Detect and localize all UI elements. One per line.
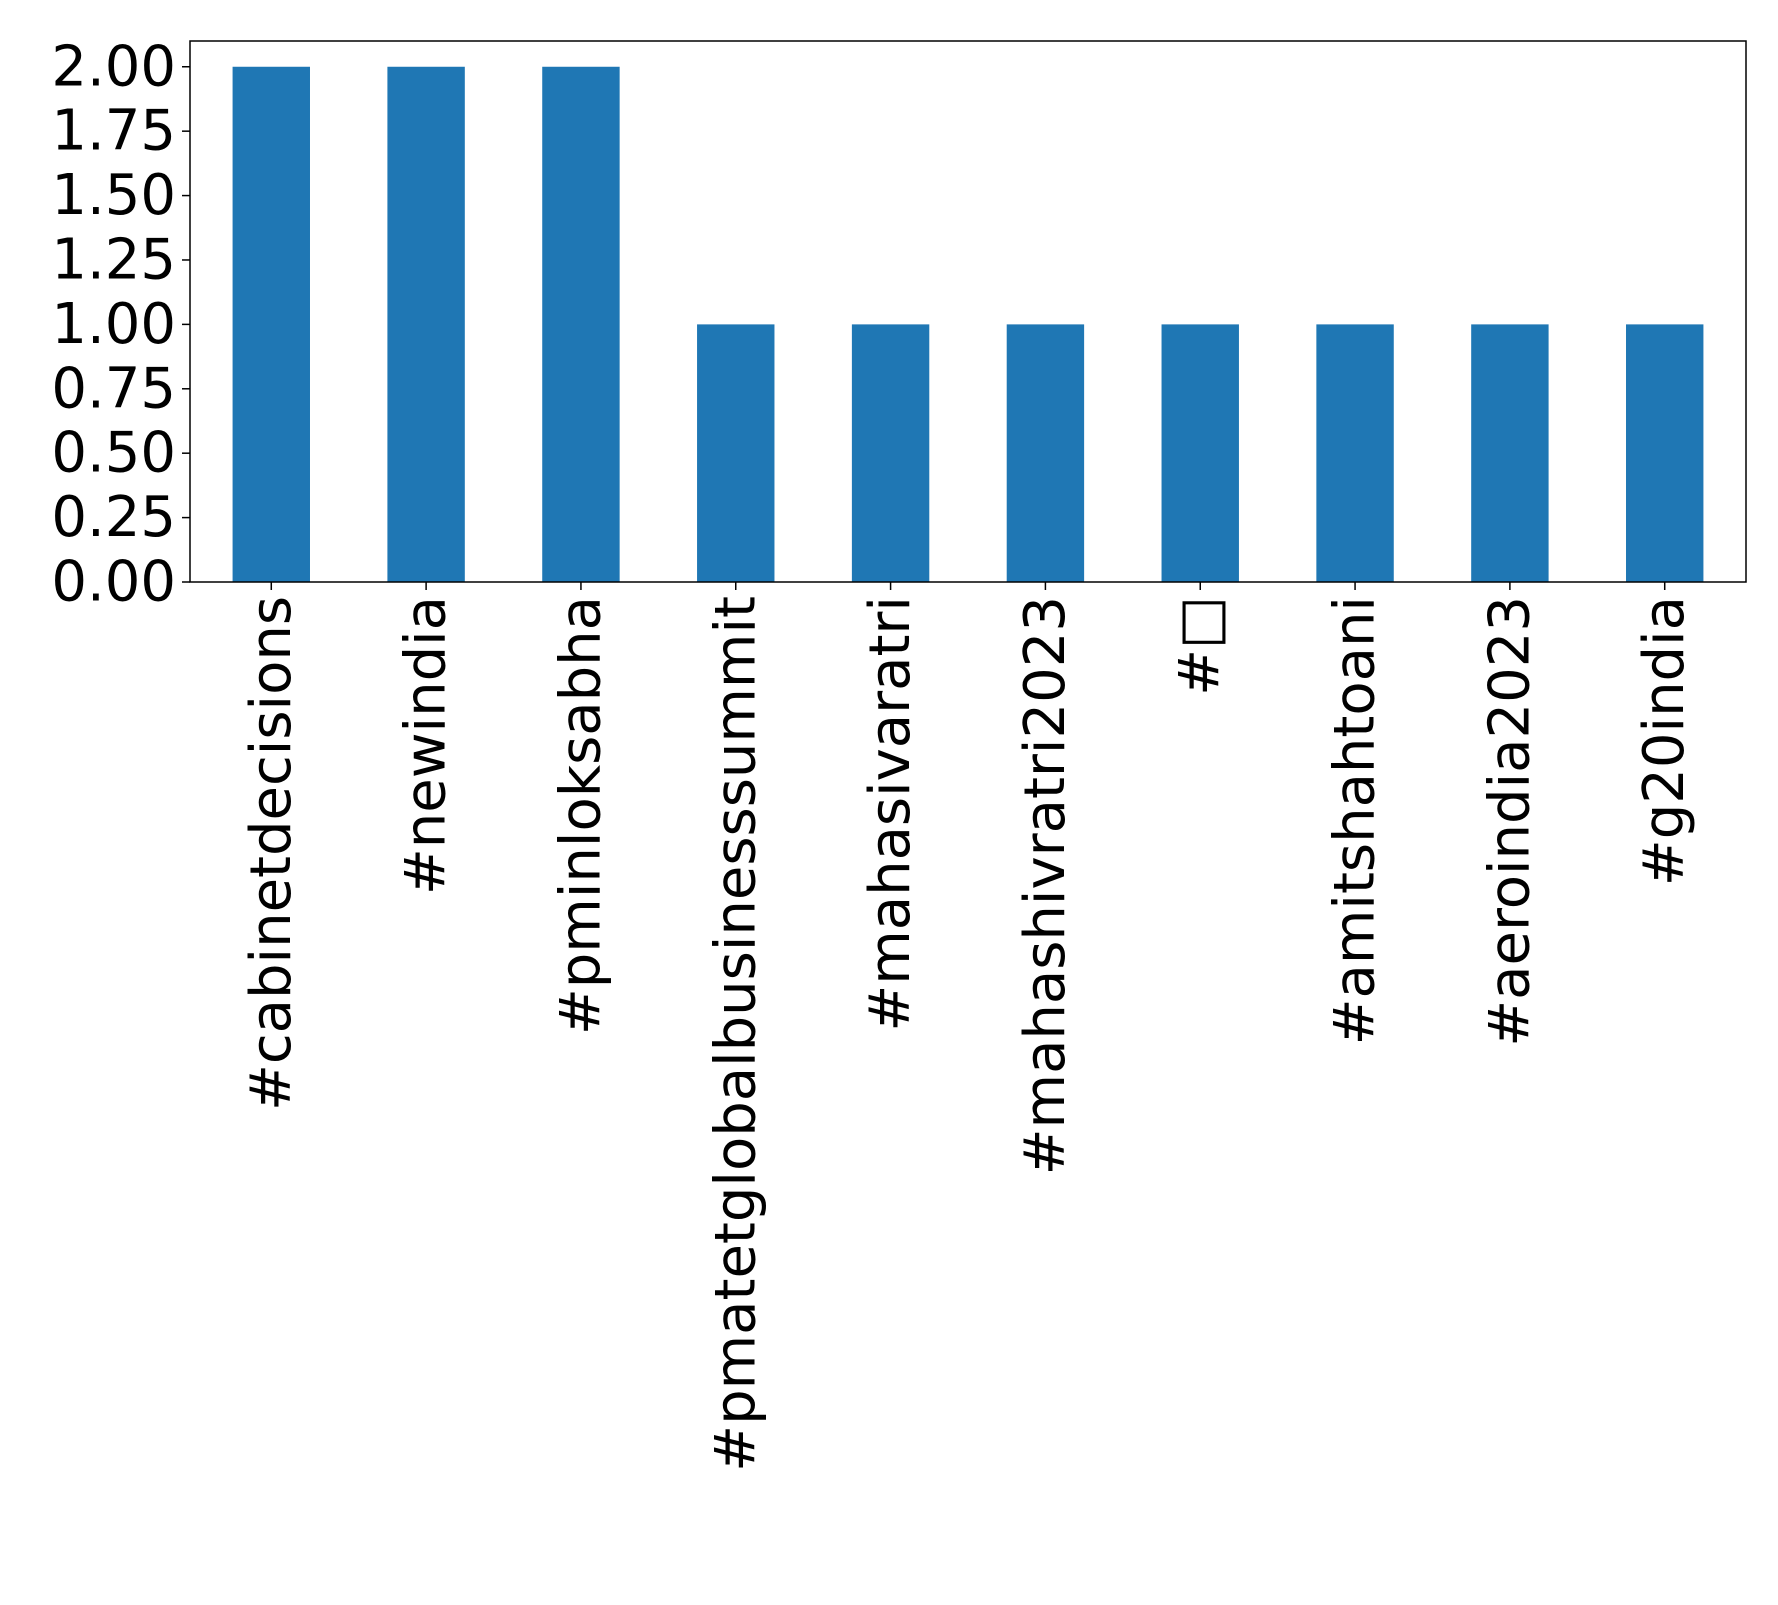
x-tick-label-4: #mahasivaratri — [858, 596, 923, 1032]
bar-1 — [387, 66, 465, 582]
y-tick-label-2: 0.50 — [51, 421, 176, 486]
x-tick-label-8: #aeroindia2023 — [1477, 596, 1542, 1047]
bar-5 — [1006, 324, 1085, 582]
y-tick-label-1: 0.25 — [51, 485, 176, 550]
bar-4 — [851, 324, 930, 582]
x-axis: #cabinetdecisions #newindia #pminloksabha #… — [239, 582, 1697, 1472]
bar-2 — [542, 66, 620, 582]
y-tick-label-8: 2.00 — [51, 34, 176, 99]
y-tick-label-0: 0.00 — [51, 550, 176, 615]
x-tick-label-6: #□ — [1168, 596, 1233, 696]
y-tick-label-7: 1.75 — [51, 99, 176, 164]
x-tick-label-9: #g20india — [1632, 596, 1697, 886]
x-tick-label-7: #amitshahtoani — [1323, 596, 1388, 1045]
y-tick-label-4: 1.00 — [51, 292, 176, 357]
y-tick-label-5: 1.25 — [51, 227, 176, 292]
bar-7 — [1316, 324, 1394, 582]
bar-0 — [232, 66, 310, 582]
bar-8 — [1471, 324, 1549, 582]
y-tick-label-6: 1.50 — [51, 163, 176, 228]
x-tick-label-5: #mahashivratri2023 — [1013, 596, 1078, 1175]
plot-frame — [189, 40, 1747, 583]
y-tick-label-3: 0.75 — [51, 356, 176, 421]
x-tick-label-3: #pmatetglobalbusinesssummit — [703, 596, 768, 1472]
x-tick-label-1: #newindia — [394, 596, 459, 895]
x-tick-label-2: #pminloksabha — [548, 596, 613, 1035]
bar-3 — [697, 324, 775, 582]
bars-layer — [232, 66, 1704, 582]
x-tick-label-0: #cabinetdecisions — [239, 596, 304, 1111]
bar-9 — [1626, 324, 1704, 582]
bar-6 — [1161, 324, 1239, 582]
y-axis: 0.000.250.500.751.001.251.501.752.00 — [51, 34, 190, 615]
